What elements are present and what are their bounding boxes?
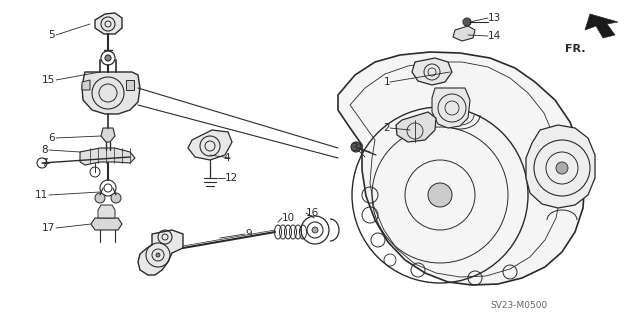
Text: 17: 17: [42, 223, 55, 233]
Text: FR.: FR.: [564, 44, 585, 54]
Polygon shape: [338, 52, 585, 285]
Text: SV23-M0500: SV23-M0500: [490, 300, 547, 309]
Polygon shape: [95, 13, 122, 34]
Text: 10: 10: [282, 213, 295, 223]
Polygon shape: [453, 26, 475, 41]
Circle shape: [95, 193, 105, 203]
Text: 14: 14: [488, 31, 501, 41]
Polygon shape: [188, 130, 232, 160]
Circle shape: [105, 55, 111, 61]
Polygon shape: [526, 125, 595, 208]
Text: 7: 7: [42, 158, 48, 168]
Polygon shape: [412, 58, 452, 85]
Polygon shape: [396, 112, 436, 142]
Circle shape: [351, 142, 361, 152]
Polygon shape: [80, 148, 135, 165]
Text: 1: 1: [383, 77, 390, 87]
Circle shape: [463, 18, 471, 26]
Polygon shape: [138, 230, 183, 275]
Polygon shape: [432, 88, 470, 128]
Circle shape: [312, 227, 318, 233]
Text: 8: 8: [42, 145, 48, 155]
Text: 3: 3: [351, 143, 358, 153]
Polygon shape: [82, 80, 90, 90]
Text: 16: 16: [306, 208, 319, 218]
Circle shape: [556, 162, 568, 174]
Polygon shape: [91, 218, 122, 230]
Polygon shape: [126, 80, 134, 90]
Text: 6: 6: [49, 133, 55, 143]
Circle shape: [428, 183, 452, 207]
Polygon shape: [98, 205, 115, 218]
Text: 9: 9: [245, 229, 252, 239]
Circle shape: [156, 253, 160, 257]
Polygon shape: [82, 72, 140, 114]
Text: 4: 4: [223, 153, 230, 163]
Circle shape: [111, 193, 121, 203]
Polygon shape: [101, 128, 115, 142]
Text: 11: 11: [35, 190, 48, 200]
Text: 5: 5: [49, 30, 55, 40]
Text: 15: 15: [42, 75, 55, 85]
Text: 12: 12: [225, 173, 238, 183]
Text: 13: 13: [488, 13, 501, 23]
Text: 2: 2: [383, 123, 390, 133]
Polygon shape: [585, 14, 618, 38]
